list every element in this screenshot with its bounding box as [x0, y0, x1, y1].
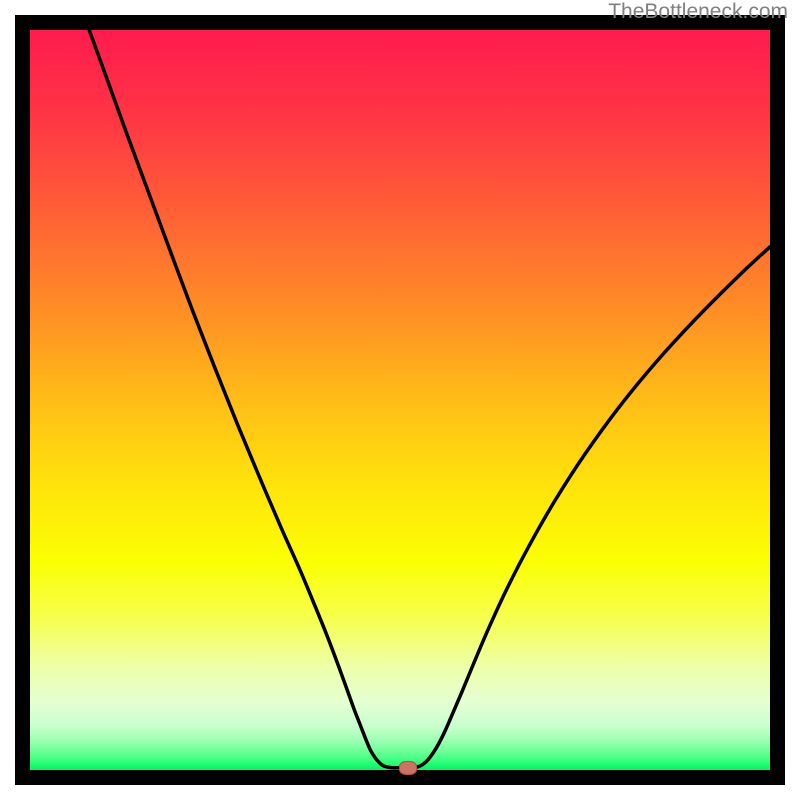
chart-container: { "chart": { "type": "line", "width": 80…	[0, 0, 800, 800]
watermark-text: TheBottleneck.com	[608, 0, 788, 24]
bottleneck-curve	[0, 0, 800, 800]
optimal-point-marker	[399, 761, 417, 775]
